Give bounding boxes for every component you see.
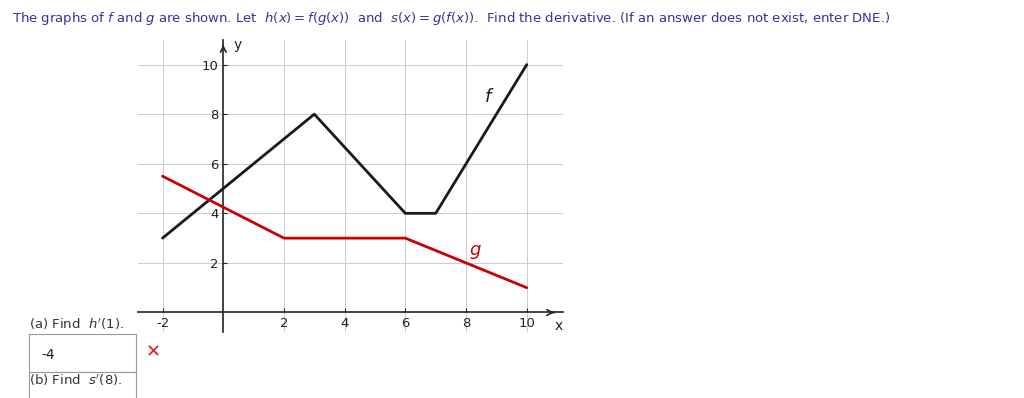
Text: (b) Find  $s'(8)$.: (b) Find $s'(8)$. — [29, 372, 122, 388]
Text: -4: -4 — [42, 348, 55, 362]
Text: $f$: $f$ — [484, 88, 495, 106]
Text: The graphs of $f$ and $g$ are shown. Let  $h(x) = f(g(x))$  and  $s(x) = g(f(x)): The graphs of $f$ and $g$ are shown. Let… — [12, 10, 891, 27]
Text: (a) Find  $h'(1)$.: (a) Find $h'(1)$. — [29, 316, 124, 332]
Text: ✕: ✕ — [145, 343, 161, 361]
Text: x: x — [555, 319, 563, 333]
Text: y: y — [233, 38, 242, 52]
Text: $g$: $g$ — [469, 244, 482, 261]
